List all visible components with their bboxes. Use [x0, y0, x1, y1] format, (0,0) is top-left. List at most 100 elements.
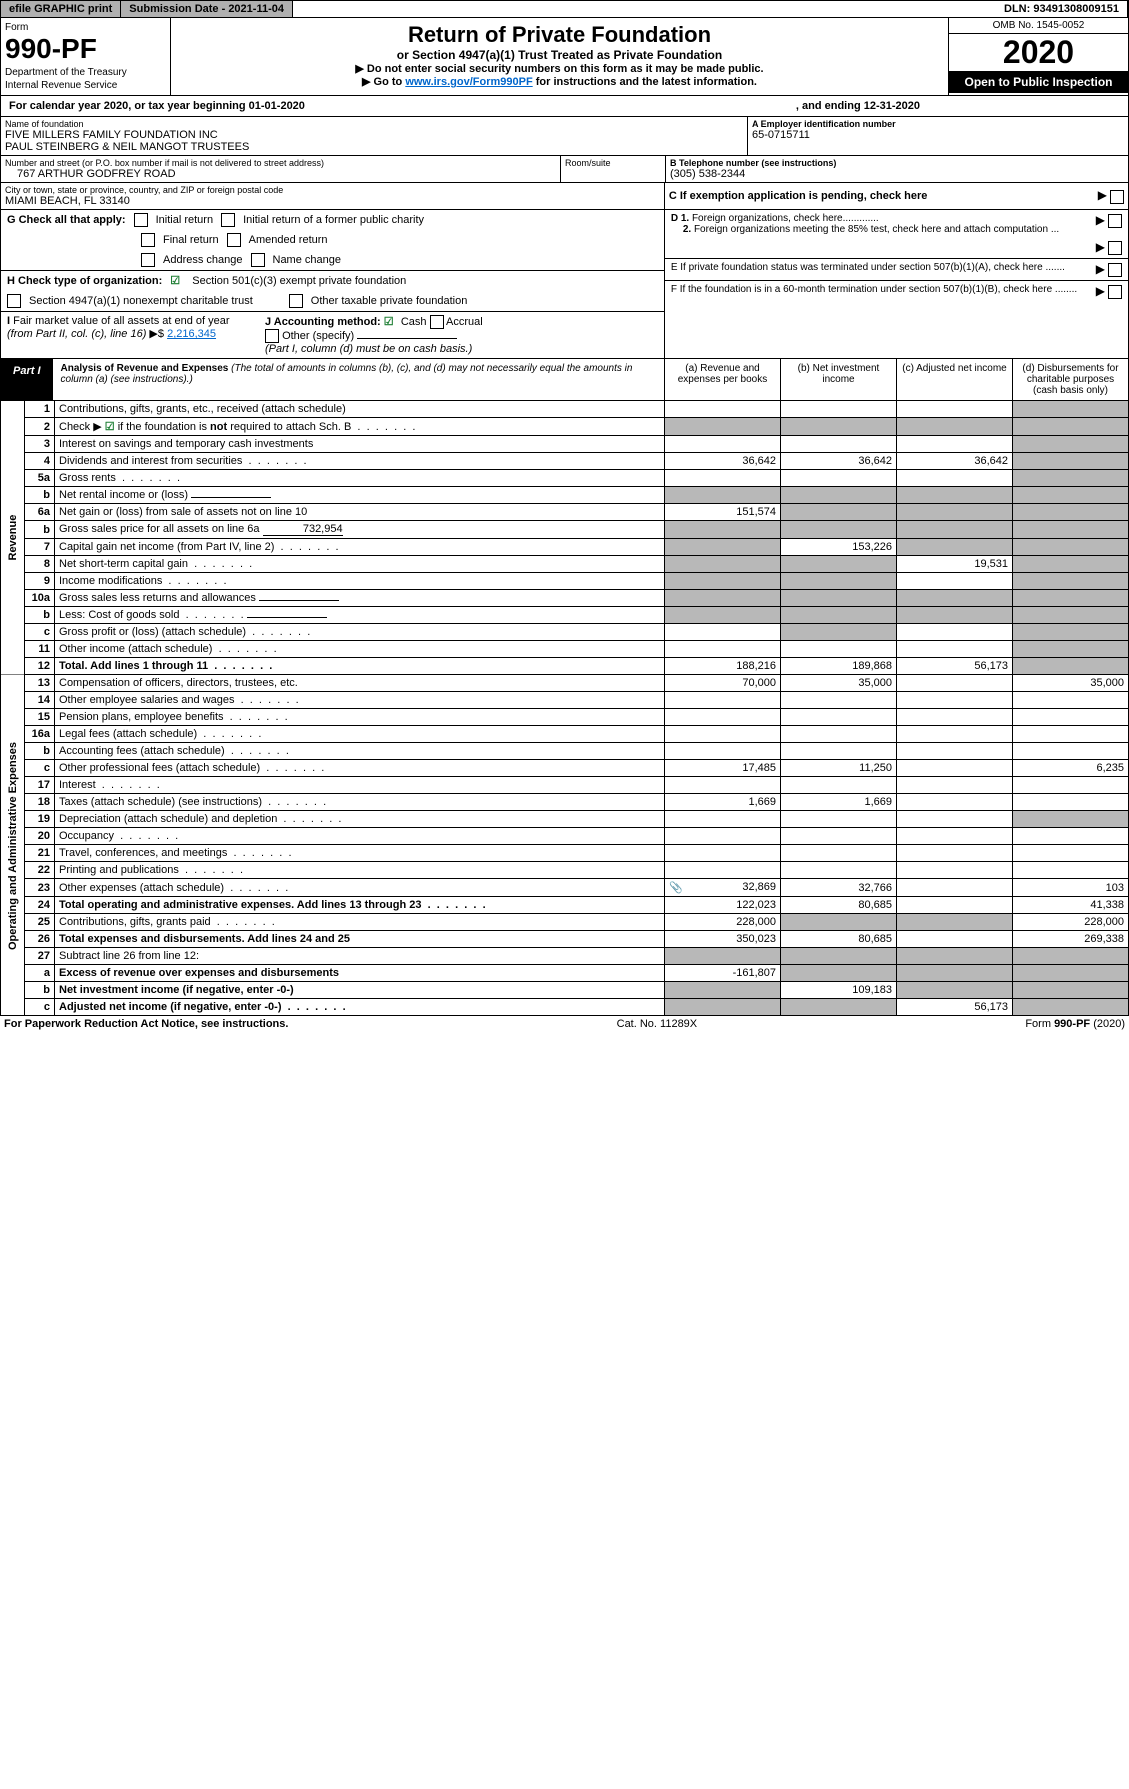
line-desc: Other income (attach schedule) . . . . .…	[55, 641, 665, 658]
line-number: 16a	[25, 726, 55, 743]
cash-checkbox[interactable]: ☑	[384, 315, 398, 329]
tax-year: 2020	[949, 34, 1128, 71]
line-number: 9	[25, 573, 55, 590]
initial-former-checkbox[interactable]	[221, 213, 235, 227]
line-number: 23	[25, 879, 55, 897]
value-cell	[897, 914, 1013, 931]
fmv-value: 2,216,345	[167, 328, 216, 340]
s501c3-checkbox[interactable]: ☑	[170, 274, 184, 288]
d1-checkbox[interactable]	[1108, 214, 1122, 228]
line-number: 17	[25, 777, 55, 794]
line-number: 15	[25, 709, 55, 726]
value-cell: 56,173	[897, 658, 1013, 675]
table-row: 27Subtract line 26 from line 12:	[1, 948, 1129, 965]
value-cell	[897, 897, 1013, 914]
line-desc: Travel, conferences, and meetings . . . …	[55, 845, 665, 862]
final-checkbox[interactable]	[141, 233, 155, 247]
other-method-checkbox[interactable]	[265, 329, 279, 343]
value-cell	[665, 999, 781, 1016]
table-row: cOther professional fees (attach schedul…	[1, 760, 1129, 777]
table-row: 16aLegal fees (attach schedule) . . . . …	[1, 726, 1129, 743]
table-row: 4Dividends and interest from securities …	[1, 453, 1129, 470]
name-ein-row: Name of foundation FIVE MILLERS FAMILY F…	[0, 117, 1129, 156]
table-row: bNet investment income (if negative, ent…	[1, 982, 1129, 999]
s4947-checkbox[interactable]	[7, 294, 21, 308]
name-change-checkbox[interactable]	[251, 253, 265, 267]
value-cell: 19,531	[897, 556, 1013, 573]
value-cell	[665, 539, 781, 556]
footer: For Paperwork Reduction Act Notice, see …	[0, 1016, 1129, 1032]
col-b-header: (b) Net investment income	[780, 359, 896, 400]
value-cell	[897, 845, 1013, 862]
value-cell	[1013, 418, 1129, 436]
line-desc: Interest on savings and temporary cash i…	[55, 436, 665, 453]
line-number: 13	[25, 675, 55, 692]
amended-checkbox[interactable]	[227, 233, 241, 247]
line-number: 11	[25, 641, 55, 658]
instruct-goto: ▶ Go to www.irs.gov/Form990PF for instru…	[175, 75, 944, 88]
line-number: a	[25, 965, 55, 982]
value-cell	[665, 487, 781, 504]
value-cell	[1013, 709, 1129, 726]
value-cell	[1013, 777, 1129, 794]
initial-checkbox[interactable]	[134, 213, 148, 227]
d2-checkbox[interactable]	[1108, 241, 1122, 255]
col-a-header: (a) Revenue and expenses per books	[664, 359, 780, 400]
other-taxable-checkbox[interactable]	[289, 294, 303, 308]
table-row: 11Other income (attach schedule) . . . .…	[1, 641, 1129, 658]
value-cell: 1,669	[781, 794, 897, 811]
table-row: bAccounting fees (attach schedule) . . .…	[1, 743, 1129, 760]
value-cell	[897, 931, 1013, 948]
accrual-checkbox[interactable]	[430, 315, 444, 329]
table-row: 3Interest on savings and temporary cash …	[1, 436, 1129, 453]
table-row: bNet rental income or (loss)	[1, 487, 1129, 504]
line-number: 4	[25, 453, 55, 470]
value-cell	[665, 726, 781, 743]
value-cell: 70,000	[665, 675, 781, 692]
pending-box: C If exemption application is pending, c…	[665, 183, 1128, 209]
pending-checkbox[interactable]	[1110, 190, 1124, 204]
irs-link[interactable]: www.irs.gov/Form990PF	[405, 76, 532, 88]
ein-box: A Employer identification number 65-0715…	[748, 117, 1128, 155]
instruct-ssn: ▶ Do not enter social security numbers o…	[175, 62, 944, 75]
line-number: 12	[25, 658, 55, 675]
col-c-header: (c) Adjusted net income	[896, 359, 1012, 400]
col-d-header: (d) Disbursements for charitable purpose…	[1012, 359, 1128, 400]
table-row: 8Net short-term capital gain . . . . . .…	[1, 556, 1129, 573]
line-number: 25	[25, 914, 55, 931]
value-cell	[1013, 590, 1129, 607]
value-cell	[1013, 504, 1129, 521]
part1-header: Part I Analysis of Revenue and Expenses …	[0, 359, 1129, 401]
value-cell	[665, 982, 781, 999]
line-number: 19	[25, 811, 55, 828]
line-number: c	[25, 760, 55, 777]
line-desc: Occupancy . . . . . . .	[55, 828, 665, 845]
address-change-checkbox[interactable]	[141, 253, 155, 267]
line-number: 10a	[25, 590, 55, 607]
value-cell	[1013, 641, 1129, 658]
value-cell	[1013, 539, 1129, 556]
value-cell	[1013, 862, 1129, 879]
table-row: 17Interest . . . . . . .	[1, 777, 1129, 794]
value-cell	[897, 504, 1013, 521]
value-cell	[781, 436, 897, 453]
value-cell	[1013, 487, 1129, 504]
value-cell	[1013, 999, 1129, 1016]
line-number: c	[25, 999, 55, 1016]
value-cell	[781, 709, 897, 726]
table-row: 2Check ▶ ☑ if the foundation is not requ…	[1, 418, 1129, 436]
topbar: efile GRAPHIC print Submission Date - 20…	[0, 0, 1129, 18]
value-cell	[781, 999, 897, 1016]
table-row: cGross profit or (loss) (attach schedule…	[1, 624, 1129, 641]
value-cell: 80,685	[781, 931, 897, 948]
line-desc: Income modifications . . . . . . .	[55, 573, 665, 590]
line-number: 27	[25, 948, 55, 965]
line-desc: Total expenses and disbursements. Add li…	[55, 931, 665, 948]
value-cell: 109,183	[781, 982, 897, 999]
e-checkbox[interactable]	[1108, 263, 1122, 277]
value-cell	[1013, 658, 1129, 675]
value-cell	[897, 573, 1013, 590]
f-checkbox[interactable]	[1108, 285, 1122, 299]
value-cell	[1013, 573, 1129, 590]
table-row: 14Other employee salaries and wages . . …	[1, 692, 1129, 709]
